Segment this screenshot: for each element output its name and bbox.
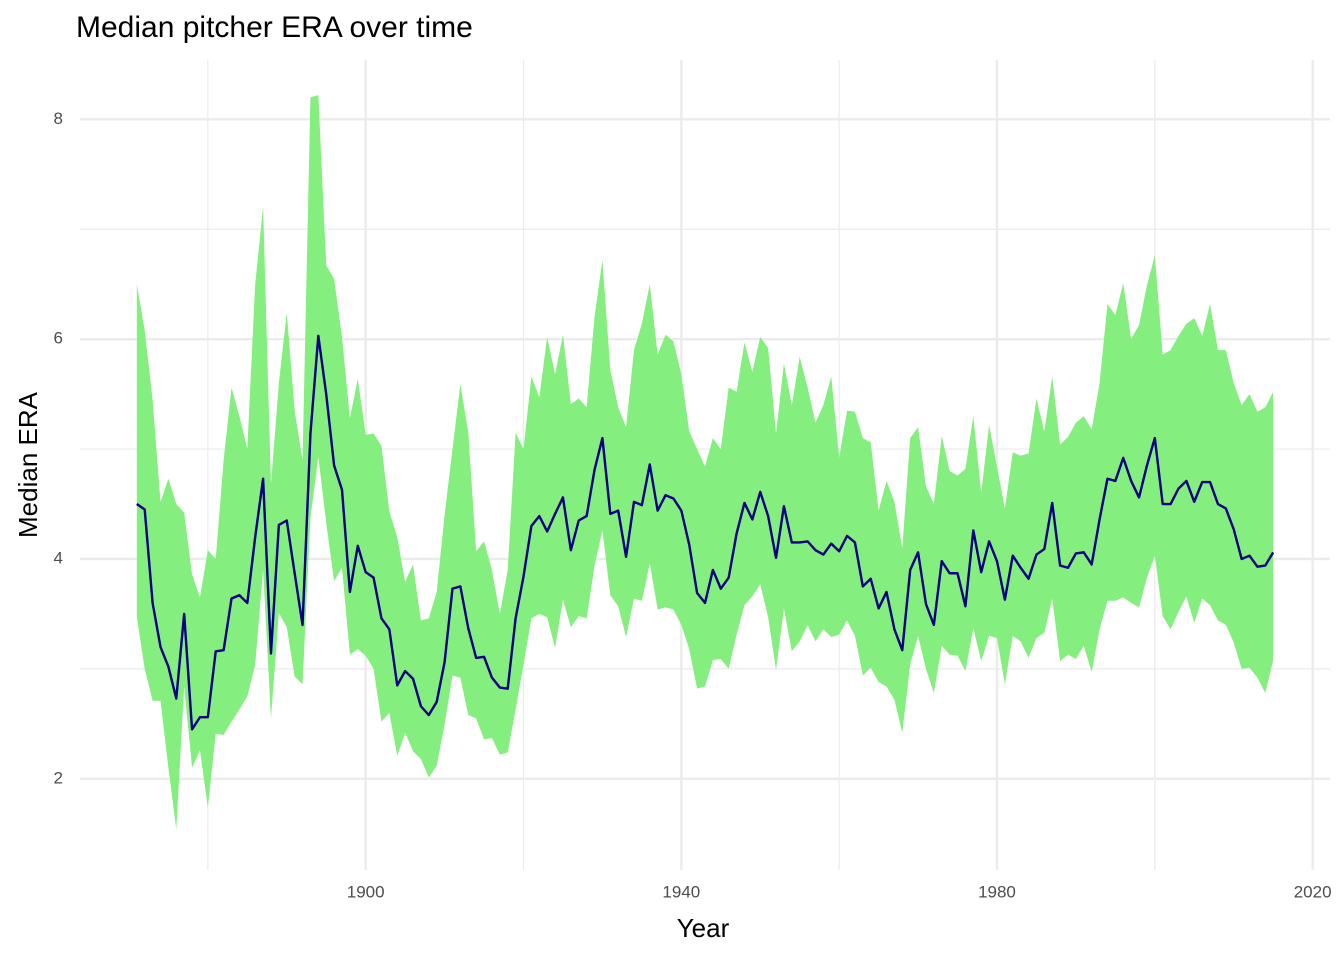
y-tick-label: 6 — [54, 329, 63, 348]
y-tick-label: 4 — [54, 548, 63, 567]
y-tick-label: 2 — [54, 768, 63, 787]
x-axis-title: Year — [677, 913, 730, 943]
y-tick-label: 8 — [54, 109, 63, 128]
x-tick-label: 1940 — [662, 882, 700, 901]
series-line — [136, 334, 1275, 731]
x-tick-label: 1900 — [347, 882, 385, 901]
chart-title: Median pitcher ERA over time — [76, 11, 473, 44]
y-axis-title: Median ERA — [13, 391, 43, 538]
x-tick-label: 2020 — [1294, 882, 1332, 901]
x-tick-label: 1980 — [978, 882, 1016, 901]
ribbon — [136, 95, 1274, 830]
